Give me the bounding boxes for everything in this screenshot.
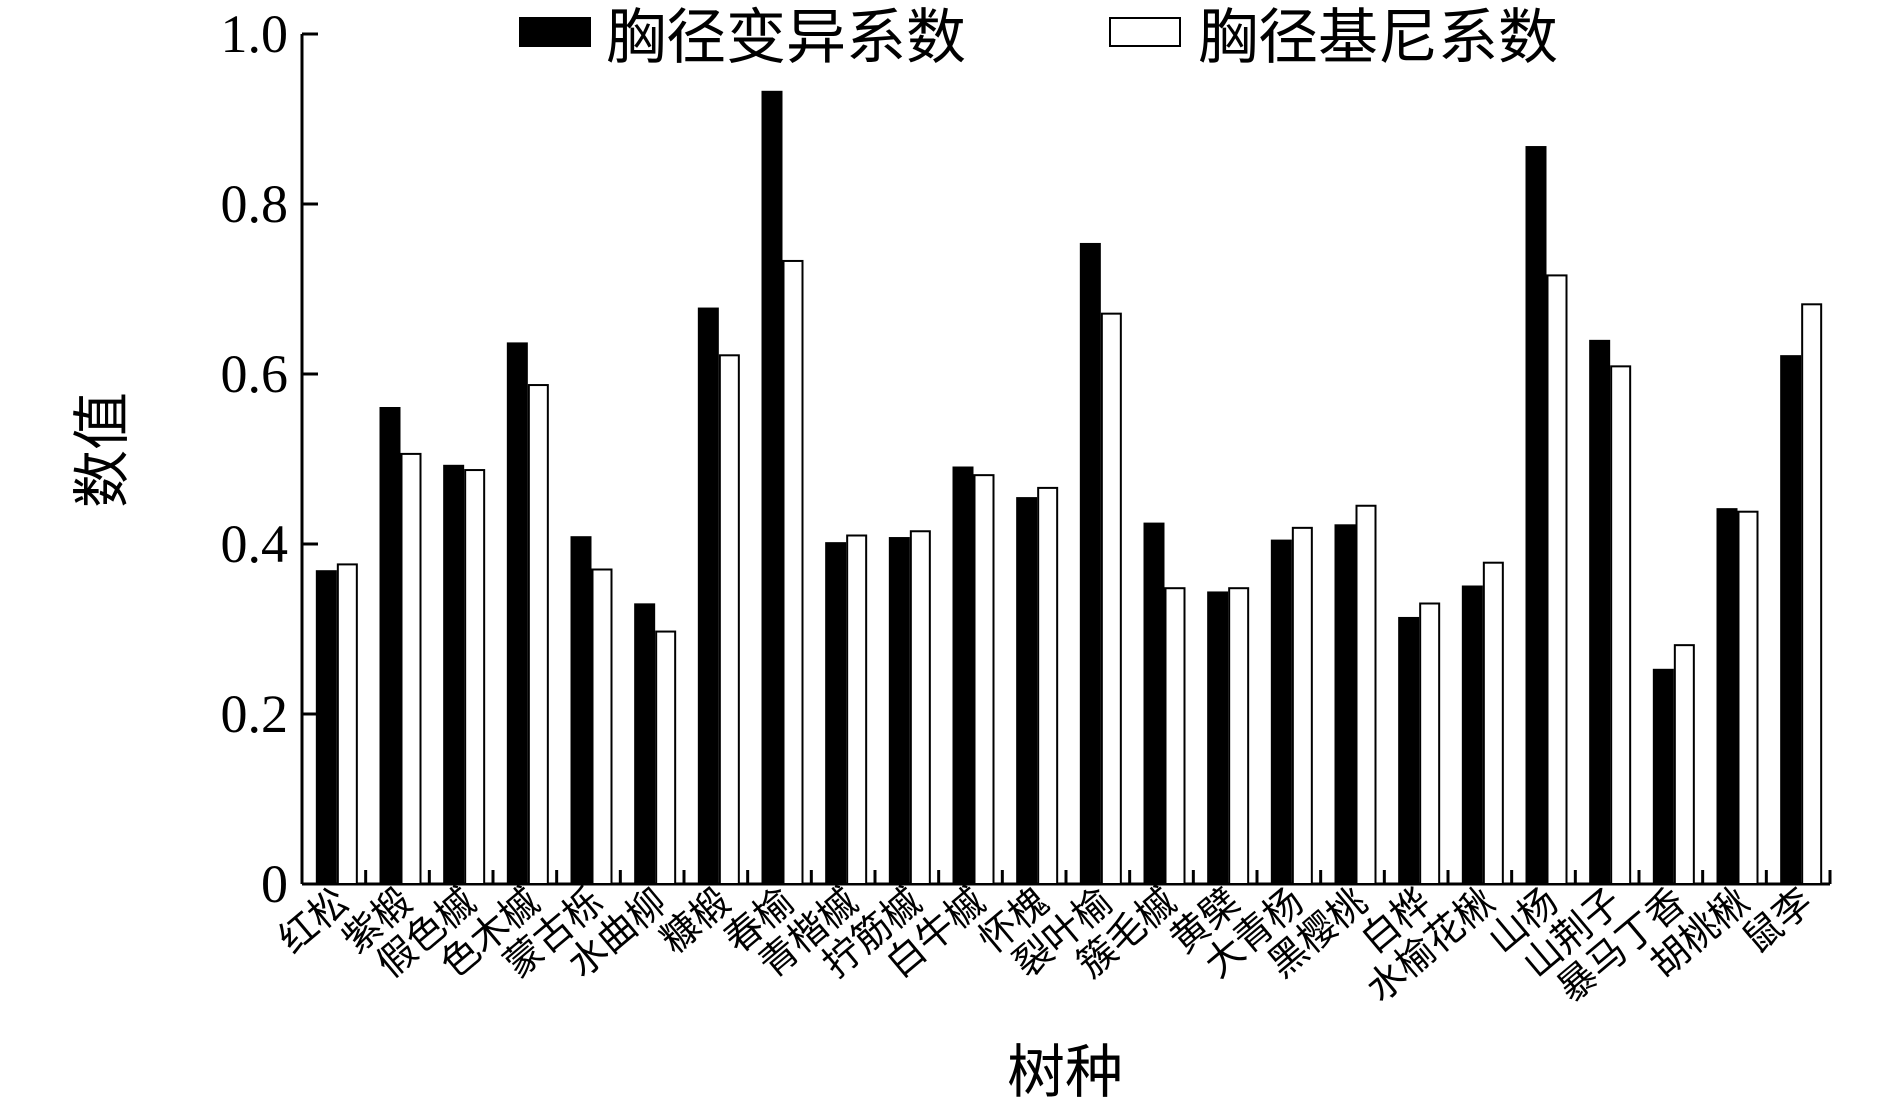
- bar-variation-coefficient: [1716, 508, 1738, 885]
- bar-gini-coefficient: [1164, 587, 1186, 885]
- y-tick-label: 1.0: [221, 4, 289, 64]
- bar-gini-coefficient: [1100, 312, 1122, 885]
- bar-gini-coefficient: [1419, 602, 1441, 885]
- legend-swatch-variation: [519, 17, 591, 47]
- bar-gini-coefficient: [718, 354, 740, 885]
- bar-variation-coefficient: [1780, 355, 1802, 885]
- bar-variation-coefficient: [761, 90, 783, 886]
- bar-gini-coefficient: [1610, 365, 1632, 886]
- bar-variation-coefficient: [1461, 585, 1483, 885]
- bar-gini-coefficient: [527, 384, 549, 885]
- bar-gini-coefficient: [1291, 526, 1313, 885]
- bar-gini-coefficient: [464, 469, 486, 885]
- bar-variation-coefficient: [379, 407, 401, 885]
- bar-gini-coefficient: [1673, 644, 1695, 886]
- y-tick-label: 0.8: [221, 174, 289, 234]
- bar-gini-coefficient: [782, 259, 804, 885]
- bar-gini-coefficient: [400, 452, 422, 885]
- bar-variation-coefficient: [315, 570, 337, 885]
- x-category-label: 鼠李: [1734, 879, 1821, 962]
- bar-variation-coefficient: [443, 464, 465, 885]
- y-tick-label: 0: [261, 854, 288, 914]
- bar-variation-coefficient: [1589, 339, 1611, 886]
- bar-variation-coefficient: [1143, 522, 1165, 885]
- bar-variation-coefficient: [1016, 497, 1038, 885]
- bar-gini-coefficient: [336, 563, 358, 886]
- legend-label-gini: 胸径基尼系数: [1198, 3, 1558, 73]
- bar-gini-coefficient: [1037, 486, 1059, 885]
- bar-gini-coefficient: [1737, 510, 1759, 885]
- y-axis-title: 数值: [68, 392, 136, 508]
- legend-swatch-gini: [1109, 17, 1181, 47]
- bar-variation-coefficient: [570, 536, 592, 885]
- x-axis-title: 树种: [1007, 1038, 1123, 1106]
- bar-variation-coefficient: [888, 537, 910, 885]
- bar-variation-coefficient: [1270, 539, 1292, 885]
- bar-gini-coefficient: [846, 534, 868, 885]
- bar-gini-coefficient: [1228, 587, 1250, 885]
- bar-variation-coefficient: [1207, 591, 1229, 885]
- bar-variation-coefficient: [1334, 524, 1356, 885]
- y-tick-label: 0.4: [221, 514, 289, 574]
- bar-gini-coefficient: [909, 530, 931, 885]
- bar-variation-coefficient: [697, 307, 719, 885]
- bar-variation-coefficient: [952, 466, 974, 885]
- bar-gini-coefficient: [591, 568, 613, 885]
- bars-group: [315, 90, 1823, 886]
- category-labels: 红松紫椴假色槭色木槭蒙古栎水曲柳糠椴春榆青楷槭拧筋槭白牛槭怀槐裂叶榆簇毛槭黄檗大…: [270, 879, 1821, 1010]
- x-axis: [302, 870, 1832, 886]
- bar-gini-coefficient: [655, 630, 677, 885]
- bar-gini-coefficient: [1546, 274, 1568, 885]
- bar-variation-coefficient: [1398, 616, 1420, 885]
- bar-gini-coefficient: [973, 474, 995, 885]
- y-tick-label: 0.2: [221, 684, 289, 744]
- bar-variation-coefficient: [506, 342, 528, 885]
- legend: 胸径变异系数 胸径基尼系数: [519, 3, 1558, 73]
- legend-label-variation: 胸径变异系数: [606, 3, 966, 73]
- bar-gini-coefficient: [1801, 303, 1823, 885]
- bar-gini-coefficient: [1355, 504, 1377, 885]
- bar-variation-coefficient: [1525, 146, 1547, 886]
- bar-variation-coefficient: [1079, 242, 1101, 885]
- y-tick-label: 0.6: [221, 344, 289, 404]
- bar-variation-coefficient: [634, 603, 656, 885]
- bar-gini-coefficient: [1482, 561, 1504, 885]
- y-axis: 0 0.2 0.4 0.6 0.8 1.0: [221, 4, 318, 914]
- bar-variation-coefficient: [825, 542, 847, 886]
- bar-variation-coefficient: [1652, 668, 1674, 885]
